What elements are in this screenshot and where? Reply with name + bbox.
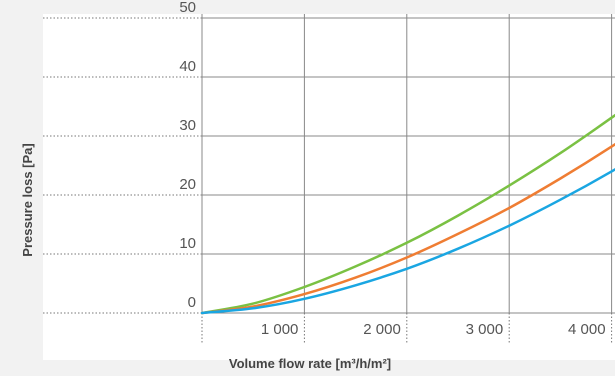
- x-tick-label: 3 000: [466, 321, 504, 338]
- y-tick-label: 0: [188, 294, 196, 311]
- x-tick-label: 2 000: [363, 321, 401, 338]
- y-axis-title: Pressure loss [Pa]: [20, 143, 35, 256]
- series-layer: [200, 113, 615, 315]
- x-tick-label: 4 000: [568, 321, 606, 338]
- plot-background: [43, 14, 615, 360]
- grid: [43, 14, 615, 343]
- series-line: [200, 142, 615, 315]
- x-tick-label: 1 000: [261, 321, 299, 338]
- series-line: [200, 113, 615, 315]
- y-tick-label: 30: [179, 117, 196, 134]
- x-axis-title: Volume flow rate [m³/h/m²]: [229, 356, 391, 371]
- y-tick-label: 40: [179, 58, 196, 75]
- y-tick-label: 20: [179, 176, 196, 193]
- y-tick-label: 10: [179, 235, 196, 252]
- series-line: [200, 167, 615, 315]
- tick-labels: 0 10 20 30 40 50 1 000 2 000 3 000 4 000: [179, 0, 605, 338]
- y-tick-label: 50: [179, 0, 196, 16]
